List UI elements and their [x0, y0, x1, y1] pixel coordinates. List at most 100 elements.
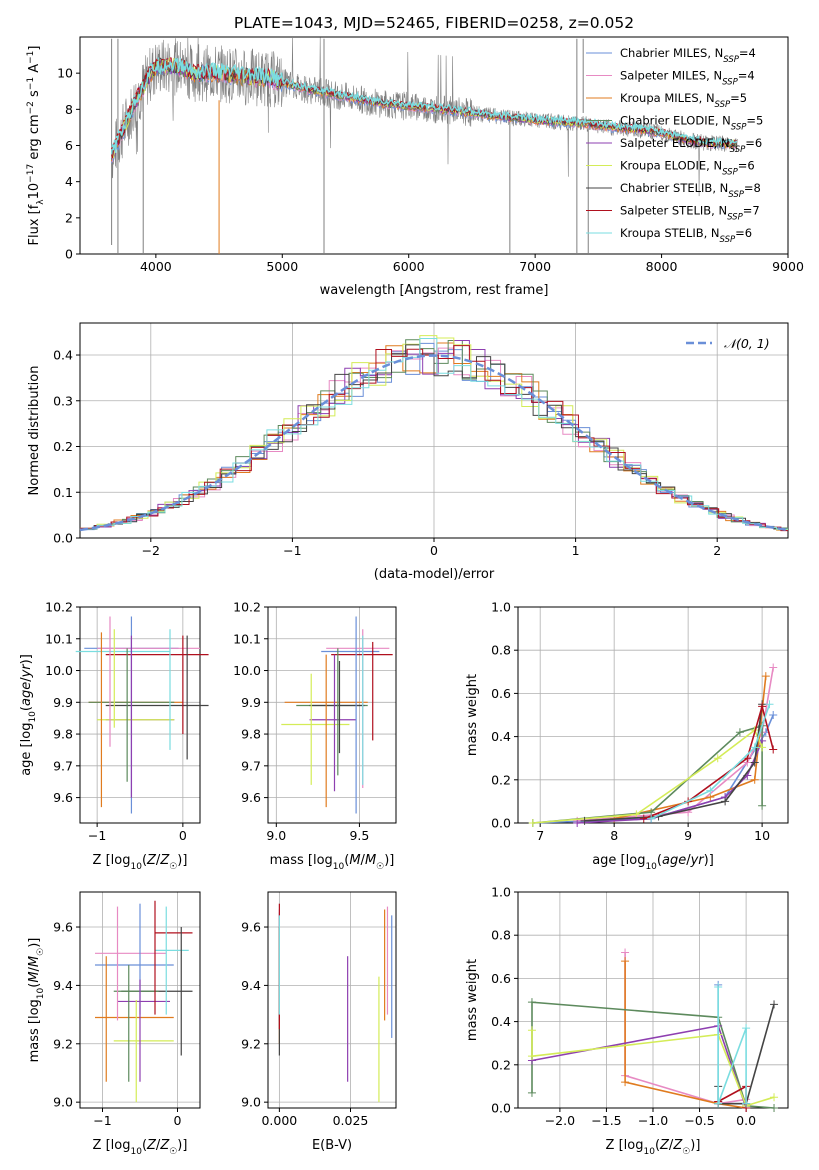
series-marker	[621, 948, 630, 957]
label-part: )]	[27, 938, 42, 948]
y-tick-label: 9.2	[241, 1036, 261, 1051]
series-marker	[647, 814, 656, 823]
label-part: /	[156, 1138, 161, 1153]
series-marker	[527, 998, 536, 1007]
legend-label-text: Salpeter ELODIE, N	[620, 136, 730, 150]
y-tick-label: 9.8	[241, 727, 261, 742]
errorbar-plot	[278, 903, 393, 1103]
x-tick-label: 9	[684, 828, 692, 843]
label-part: Flux [f	[27, 204, 42, 245]
series-marker	[770, 1104, 779, 1112]
label-part: Z	[159, 1138, 170, 1153]
y-tick-label: 0.0	[53, 531, 73, 546]
x-tick-label: 0.025	[333, 1113, 369, 1128]
label-part: ☉	[169, 862, 177, 872]
label-part: /	[19, 677, 34, 682]
y-tick-label: 0	[65, 247, 73, 262]
x-axis-label: E(B-V)	[312, 1138, 352, 1153]
axes-ebv-mass: 0.000 0.025 9.0 9.2 9.4 9.6	[241, 891, 397, 1128]
x-tick-label: −0.5	[684, 1113, 714, 1128]
label-part: 10	[36, 987, 46, 999]
legend-label-text: Chabrier ELODIE, N	[620, 114, 731, 128]
label-part: Z [log	[93, 853, 131, 868]
y-tick-label: 9.9	[53, 695, 73, 710]
series-marker	[765, 700, 774, 709]
y-axis-label: Normed distribution	[27, 366, 42, 496]
series-marker	[621, 1078, 630, 1087]
errorbar-plot	[95, 900, 193, 1103]
x-tick-label: 0.0	[736, 1113, 756, 1128]
x-tick-label: 9.5	[349, 828, 369, 843]
x-tick-label: 0.000	[261, 1113, 297, 1128]
y-tick-label: 0.8	[491, 643, 511, 658]
legend-label: Kroupa MILES, NSSP=5	[620, 91, 747, 110]
legend-label-sub: SSP	[715, 100, 731, 110]
y-tick-label: 0.4	[491, 729, 511, 744]
series-marker	[742, 1099, 751, 1108]
label-part: ☉	[376, 862, 384, 872]
y-axis-label: mass weight	[465, 674, 480, 756]
label-part: /	[156, 853, 161, 868]
label-part: −1	[26, 51, 36, 64]
label-part: 10	[645, 862, 657, 872]
x-tick-label: 8	[610, 828, 618, 843]
label-part: )]	[690, 1138, 700, 1153]
y-tick-label: 9.0	[241, 1095, 261, 1110]
series-marker	[713, 754, 722, 763]
label-part: mass [log	[27, 999, 42, 1062]
axes-frame	[267, 891, 397, 1109]
histogram-steps	[80, 344, 788, 530]
y-axis-label: age [log10(age/yr)]	[19, 654, 38, 776]
axes-z-mass: −1 0 9.0 9.2 9.4 9.6	[53, 891, 201, 1128]
label-part: /	[669, 1138, 674, 1153]
legend-label: 𝒩(0, 1)	[724, 336, 770, 351]
x-tick-label: 7	[536, 828, 544, 843]
y-tick-label: 10	[57, 66, 73, 81]
label-part: Z	[672, 1138, 683, 1153]
legend-label-n: =5	[746, 114, 763, 128]
series-marker	[750, 775, 759, 784]
series-marker	[758, 743, 767, 752]
y-tick-label: 9.4	[241, 978, 261, 993]
label-part: E(B-V)	[312, 1138, 352, 1153]
legend-label: Chabrier ELODIE, NSSP=5	[620, 114, 763, 133]
label-part: Z	[146, 1138, 157, 1153]
x-tick-label: −1.0	[638, 1113, 668, 1128]
series-line	[614, 676, 767, 820]
legend-label: Chabrier MILES, NSSP=4	[620, 46, 756, 65]
label-part: (	[344, 853, 349, 868]
y-tick-label: 0.8	[491, 928, 511, 943]
axes-frame	[517, 606, 789, 824]
histogram-steps	[80, 338, 788, 530]
x-tick-label: −1	[93, 1113, 111, 1128]
y-tick-label: 0.2	[53, 439, 73, 454]
y-tick-label: 9.6	[53, 920, 73, 935]
label-part: yr	[19, 663, 34, 679]
legend-label-n: =5	[730, 91, 747, 105]
legend-label-sub: SSP	[730, 145, 746, 155]
series-marker	[527, 1026, 536, 1035]
x-tick-label: 0	[174, 1113, 182, 1128]
y-tick-label: 10.1	[233, 631, 261, 646]
legend-label: Kroupa STELIB, NSSP=6	[620, 226, 752, 245]
errorbar-plot	[75, 616, 209, 814]
series-line	[624, 961, 747, 1109]
label-part: ☉	[682, 1147, 690, 1157]
series-marker	[621, 957, 630, 966]
x-tick-label: 1	[572, 543, 580, 558]
x-tick-label: 6000	[393, 259, 425, 274]
label-part: ☉	[36, 948, 46, 956]
normal-curve	[79, 354, 789, 532]
x-axis-label: mass [log10(M/M☉)]	[270, 853, 395, 872]
y-tick-label: 9.4	[53, 978, 73, 993]
y-tick-label: 0.4	[53, 348, 73, 363]
label-part: erg cm	[27, 114, 42, 163]
legend-label: Salpeter ELODIE, NSSP=6	[620, 136, 762, 155]
label-part: Z	[159, 853, 170, 868]
series-marker	[580, 816, 589, 825]
label-part: )]	[177, 853, 187, 868]
label-part: age [log	[19, 723, 34, 776]
x-tick-label: −1	[88, 828, 106, 843]
legend-label-sub: SSP	[728, 190, 744, 200]
